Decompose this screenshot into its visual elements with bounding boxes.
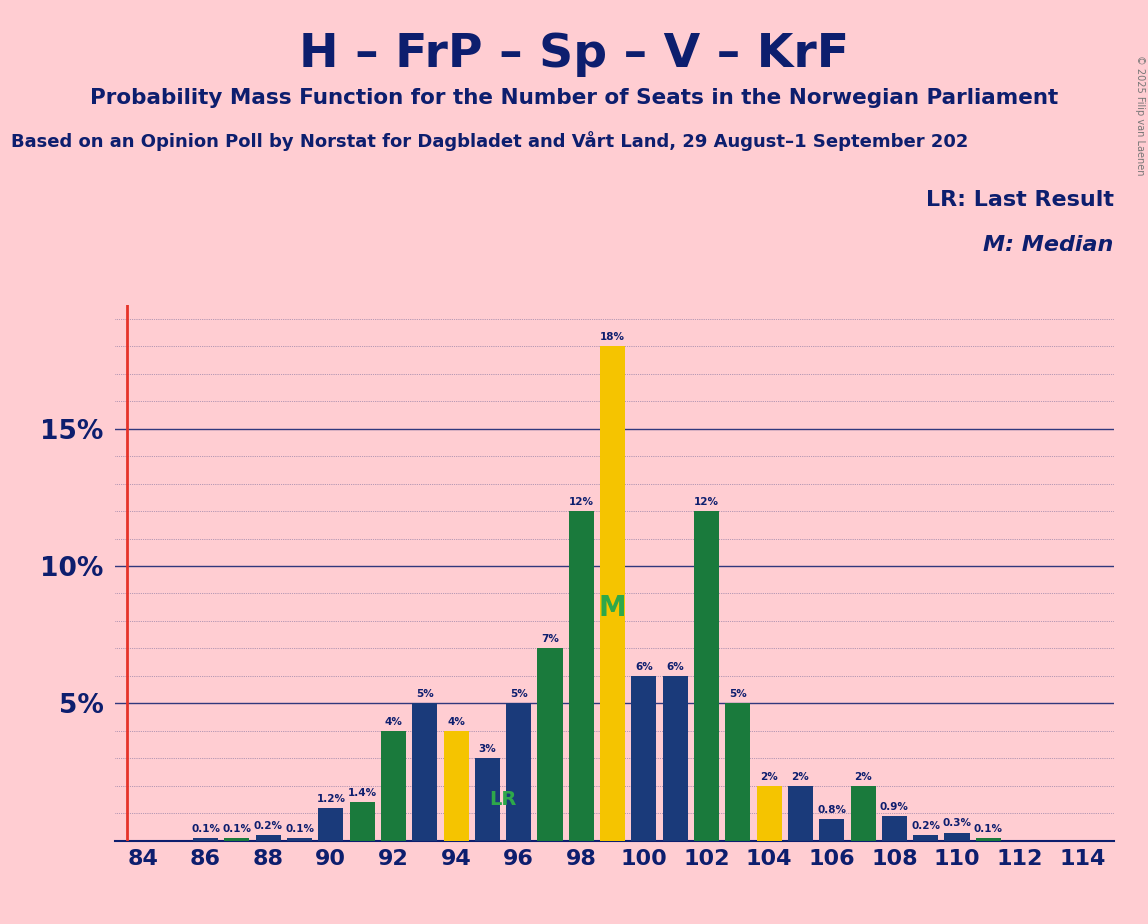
Text: 1.4%: 1.4% [348,788,377,798]
Text: 6%: 6% [666,662,684,672]
Bar [788,786,813,841]
Bar [475,759,499,841]
Text: 4%: 4% [385,717,403,727]
Bar [820,819,844,841]
Text: 0.8%: 0.8% [817,805,846,815]
Text: 18%: 18% [600,332,626,342]
Text: © 2025 Filip van Laenen: © 2025 Filip van Laenen [1135,55,1145,176]
Bar [600,346,626,841]
Bar [506,703,532,841]
Text: 0.2%: 0.2% [912,821,940,832]
Text: 2%: 2% [854,772,872,782]
Bar [256,835,281,841]
Bar [757,786,782,841]
Text: 5%: 5% [510,689,528,699]
Text: 0.1%: 0.1% [223,824,251,834]
Bar [318,808,343,841]
Bar [568,511,594,841]
Text: 6%: 6% [635,662,653,672]
Text: Based on an Opinion Poll by Norstat for Dagbladet and Vårt Land, 29 August–1 Sep: Based on an Opinion Poll by Norstat for … [11,131,969,152]
Text: 5%: 5% [416,689,434,699]
Bar [695,511,719,841]
Bar [662,676,688,841]
Text: LR: Last Result: LR: Last Result [925,189,1114,210]
Bar [851,786,876,841]
Text: 0.2%: 0.2% [254,821,282,832]
Text: M: Median: M: Median [983,236,1114,255]
Text: 5%: 5% [729,689,746,699]
Bar [913,835,938,841]
Bar [224,838,249,841]
Bar [443,731,468,841]
Text: 1.2%: 1.2% [317,794,346,804]
Bar [976,838,1001,841]
Bar [537,649,563,841]
Text: 0.3%: 0.3% [943,819,971,829]
Text: 2%: 2% [792,772,809,782]
Text: 12%: 12% [568,497,594,507]
Text: H – FrP – Sp – V – KrF: H – FrP – Sp – V – KrF [298,32,850,78]
Bar [381,731,406,841]
Bar [882,816,907,841]
Bar [945,833,970,841]
Bar [287,838,312,841]
Text: 3%: 3% [479,744,496,754]
Text: 0.1%: 0.1% [191,824,220,834]
Text: 0.9%: 0.9% [881,802,909,812]
Text: M: M [599,594,627,623]
Bar [631,676,657,841]
Bar [412,703,437,841]
Text: 0.1%: 0.1% [285,824,315,834]
Text: 2%: 2% [760,772,778,782]
Text: LR: LR [489,790,517,809]
Text: 7%: 7% [541,635,559,644]
Text: 4%: 4% [447,717,465,727]
Bar [726,703,751,841]
Text: 0.1%: 0.1% [974,824,1003,834]
Bar [350,802,374,841]
Text: 12%: 12% [695,497,719,507]
Bar [193,838,218,841]
Text: Probability Mass Function for the Number of Seats in the Norwegian Parliament: Probability Mass Function for the Number… [90,88,1058,108]
